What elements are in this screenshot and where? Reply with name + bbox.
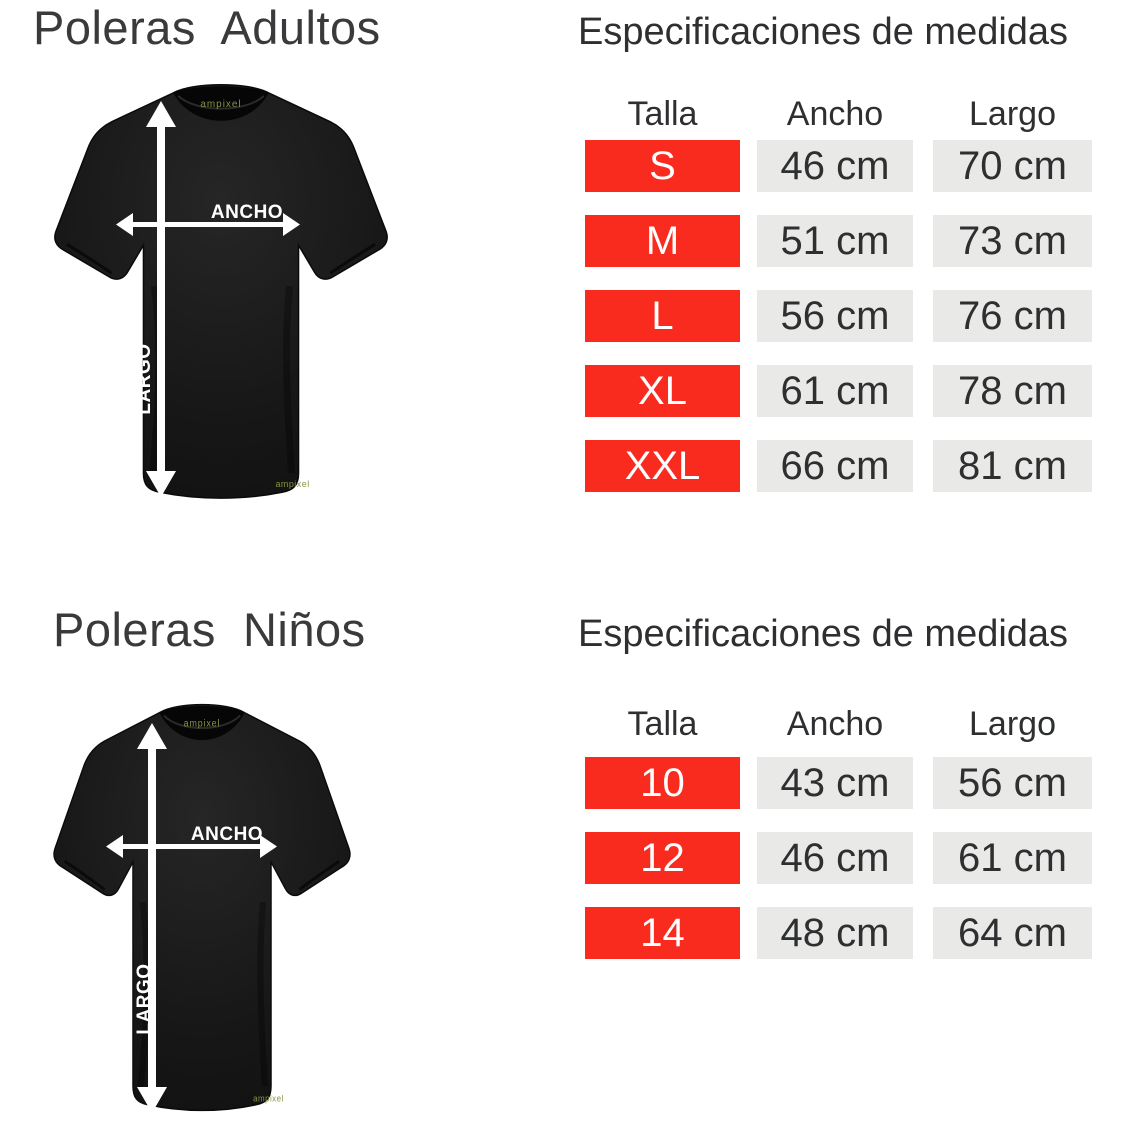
length-cell: 78 cm: [933, 365, 1092, 417]
length-arrow: [146, 101, 176, 497]
kids-section-title: Poleras Niños: [53, 603, 366, 656]
size-cell: 14: [585, 907, 740, 959]
width-cell: 66 cm: [757, 440, 913, 492]
adults-size-table: S 46 cm 70 cm M 51 cm 73 cm L 56 cm 76 c…: [585, 140, 1092, 515]
size-cell: 12: [585, 832, 740, 884]
length-cell: 76 cm: [933, 290, 1092, 342]
kids-table-header: Talla Ancho Largo: [585, 702, 1092, 744]
length-cell: 81 cm: [933, 440, 1092, 492]
t-shirt-image: ampixel ampixel: [53, 703, 351, 1112]
column-header-talla: Talla: [627, 95, 698, 133]
t-shirt-body: [53, 703, 351, 1112]
adults-section-title: Poleras Adultos: [33, 1, 381, 54]
measure-arrows-overlay: ANCHO LARGO: [116, 101, 300, 497]
table-row: XL 61 cm 78 cm: [585, 365, 1092, 417]
table-row: 14 48 cm 64 cm: [585, 907, 1092, 959]
size-cell: S: [585, 140, 740, 192]
table-row: L 56 cm 76 cm: [585, 290, 1092, 342]
t-shirt-body: [54, 84, 388, 499]
brand-logo-hem: ampixel: [275, 479, 309, 489]
column-header-talla: Talla: [627, 705, 698, 743]
measure-arrows-overlay: ANCHO LARGO: [106, 723, 277, 1113]
width-cell: 61 cm: [757, 365, 913, 417]
size-cell: M: [585, 215, 740, 267]
adults-table-header: Talla Ancho Largo: [585, 92, 1092, 134]
table-row: 10 43 cm 56 cm: [585, 757, 1092, 809]
brand-logo-collar: ampixel: [200, 99, 241, 110]
length-label: LARGO: [134, 343, 155, 414]
collar-band: [163, 714, 241, 730]
collar-opening: [159, 706, 245, 740]
width-label: ANCHO: [191, 824, 263, 845]
brand-logo-collar: ampixel: [184, 718, 221, 728]
kids-size-table: 10 43 cm 56 cm 12 46 cm 61 cm 14 48 cm 6…: [585, 757, 1092, 982]
adults-spec-title: Especificaciones de medidas: [578, 11, 1069, 53]
length-cell: 61 cm: [933, 832, 1092, 884]
width-cell: 48 cm: [757, 907, 913, 959]
width-cell: 46 cm: [757, 140, 913, 192]
length-label: LARGO: [134, 963, 155, 1034]
size-cell: 10: [585, 757, 740, 809]
column-header-ancho: Ancho: [786, 95, 884, 133]
width-cell: 51 cm: [757, 215, 913, 267]
width-label: ANCHO: [211, 202, 283, 223]
width-cell: 46 cm: [757, 832, 913, 884]
length-cell: 56 cm: [933, 757, 1092, 809]
table-row: S 46 cm 70 cm: [585, 140, 1092, 192]
size-cell: XL: [585, 365, 740, 417]
length-cell: 73 cm: [933, 215, 1092, 267]
column-header-largo: Largo: [969, 95, 1056, 133]
collar-opening: [173, 86, 269, 121]
table-row: XXL 66 cm 81 cm: [585, 440, 1092, 492]
kids-shirt-diagram: ampixel ampixel ANCHO LARGO: [47, 697, 357, 1127]
table-row: M 51 cm 73 cm: [585, 215, 1092, 267]
length-cell: 70 cm: [933, 140, 1092, 192]
width-arrow: [106, 835, 277, 858]
width-cell: 43 cm: [757, 757, 913, 809]
collar-band: [177, 95, 265, 110]
length-cell: 64 cm: [933, 907, 1092, 959]
width-arrow: [116, 213, 300, 236]
size-cell: XXL: [585, 440, 740, 492]
table-row: 12 46 cm 61 cm: [585, 832, 1092, 884]
column-header-ancho: Ancho: [786, 705, 884, 743]
column-header-largo: Largo: [969, 705, 1056, 743]
size-cell: L: [585, 290, 740, 342]
kids-spec-title: Especificaciones de medidas: [578, 613, 1069, 655]
brand-logo-hem: ampixel: [253, 1093, 284, 1103]
adults-shirt-diagram: ampixel ampixel ANCHO LARGO: [47, 77, 395, 515]
width-cell: 56 cm: [757, 290, 913, 342]
length-arrow: [137, 723, 167, 1113]
